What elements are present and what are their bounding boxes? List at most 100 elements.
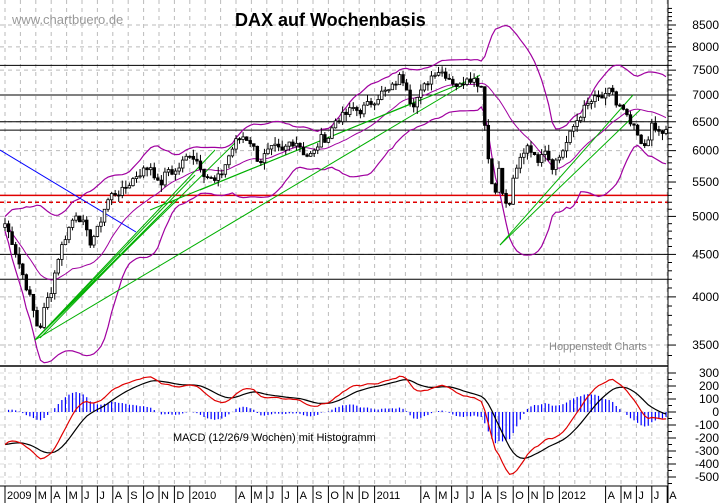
candle bbox=[152, 167, 156, 179]
candle bbox=[17, 253, 21, 265]
candles bbox=[3, 66, 668, 330]
candle bbox=[539, 154, 544, 163]
macd-signal-line bbox=[4, 379, 667, 460]
candle bbox=[333, 120, 338, 129]
candle bbox=[454, 83, 459, 87]
candle bbox=[419, 89, 423, 98]
candle bbox=[280, 146, 284, 151]
macd-y-tick-label: 200 bbox=[699, 379, 719, 393]
macd-line bbox=[4, 375, 667, 475]
bollinger-lower bbox=[4, 106, 667, 364]
x-tick-label: M bbox=[38, 490, 47, 502]
trendline-green bbox=[34, 149, 216, 341]
candle bbox=[344, 111, 348, 115]
candle bbox=[337, 120, 341, 123]
candle bbox=[387, 89, 391, 92]
candle bbox=[56, 258, 61, 274]
candle bbox=[330, 127, 334, 139]
macd-y-tick-label: -300 bbox=[695, 444, 719, 458]
x-tick-label: J bbox=[469, 490, 475, 502]
candle bbox=[312, 149, 316, 154]
candle bbox=[149, 167, 153, 171]
macd-y-tick-label: -200 bbox=[695, 431, 719, 445]
y-tick-label: 6000 bbox=[692, 144, 719, 158]
bollinger-bands bbox=[4, 24, 667, 364]
candle bbox=[618, 104, 622, 107]
x-tick-label: A bbox=[423, 490, 431, 502]
candle bbox=[536, 154, 540, 163]
candle bbox=[635, 124, 640, 136]
trendline-green bbox=[39, 214, 161, 339]
candle bbox=[529, 145, 533, 153]
y-tick-label: 4000 bbox=[692, 290, 719, 304]
candle bbox=[49, 293, 53, 299]
candle bbox=[117, 194, 121, 197]
candle bbox=[184, 155, 188, 161]
candle bbox=[596, 95, 601, 98]
candle bbox=[646, 139, 650, 147]
candle bbox=[401, 74, 405, 84]
candle bbox=[443, 71, 448, 79]
x-tick-label: J bbox=[284, 490, 290, 502]
candle bbox=[614, 91, 618, 106]
candle bbox=[511, 177, 515, 205]
candle bbox=[166, 169, 171, 173]
candle bbox=[394, 83, 398, 86]
candle bbox=[380, 90, 384, 100]
candle bbox=[475, 78, 480, 87]
x-tick-label: J bbox=[638, 490, 644, 502]
chart-title: DAX auf Wochenbasis bbox=[235, 10, 426, 30]
candle bbox=[294, 142, 299, 147]
candle bbox=[202, 168, 206, 178]
candle bbox=[472, 78, 476, 83]
candle bbox=[227, 155, 231, 166]
candle bbox=[180, 159, 185, 169]
x-tick-label: M bbox=[69, 490, 78, 502]
candle bbox=[500, 167, 505, 194]
candle bbox=[358, 110, 363, 115]
candle bbox=[579, 116, 583, 121]
candle bbox=[244, 136, 249, 141]
candle bbox=[554, 159, 558, 170]
candle bbox=[561, 150, 565, 158]
candle bbox=[440, 71, 444, 74]
x-tick-label: 2011 bbox=[377, 490, 401, 502]
candle bbox=[301, 146, 306, 156]
x-tick-label: O bbox=[515, 490, 524, 502]
candle bbox=[621, 104, 626, 110]
candle bbox=[326, 137, 331, 143]
candle bbox=[397, 74, 402, 86]
candle bbox=[348, 107, 352, 115]
x-tick-label: A bbox=[669, 490, 677, 502]
candle bbox=[212, 177, 217, 181]
candle bbox=[230, 148, 235, 157]
candle bbox=[195, 158, 199, 162]
candle bbox=[284, 145, 288, 151]
x-tick-label: J bbox=[269, 490, 275, 502]
candle bbox=[575, 120, 579, 127]
x-tick-label: A bbox=[300, 490, 308, 502]
candle bbox=[586, 103, 590, 106]
candle bbox=[547, 150, 551, 161]
x-tick-label: M bbox=[438, 490, 447, 502]
trendline-green bbox=[499, 94, 634, 246]
candle bbox=[31, 293, 36, 311]
trendlines bbox=[0, 74, 641, 341]
candle bbox=[138, 175, 142, 178]
x-tick-label: S bbox=[500, 490, 507, 502]
candle bbox=[163, 171, 167, 186]
watermark: www.chartbuero.de bbox=[11, 12, 123, 27]
candle bbox=[493, 183, 498, 193]
x-tick-label: D bbox=[176, 490, 184, 502]
macd-y-tick-label: 300 bbox=[699, 366, 719, 380]
x-tick-label: O bbox=[330, 490, 339, 502]
candle bbox=[124, 186, 128, 189]
candle bbox=[383, 89, 387, 92]
candle bbox=[319, 134, 323, 148]
candle bbox=[305, 154, 309, 157]
candle bbox=[518, 156, 523, 169]
candle bbox=[291, 141, 295, 147]
candle bbox=[191, 155, 196, 160]
candle bbox=[486, 124, 491, 160]
candle bbox=[571, 126, 576, 132]
